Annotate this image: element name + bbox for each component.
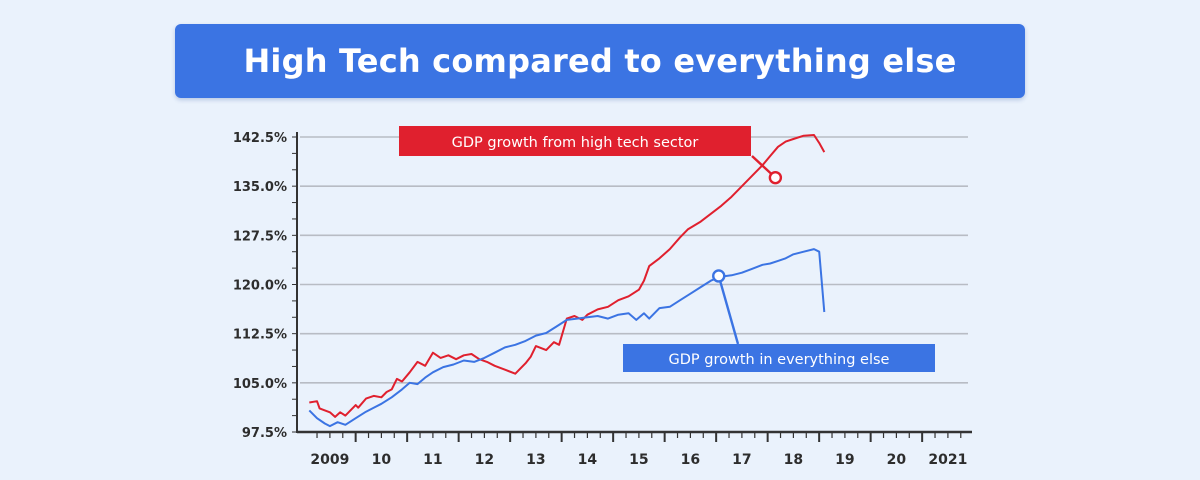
x-tick-label: 2009	[310, 452, 349, 468]
x-tick-label: 12	[475, 452, 494, 468]
callout-box	[623, 344, 935, 372]
y-tick-label: 120.0%	[233, 279, 287, 294]
callout-label: GDP growth in everything else	[669, 352, 890, 368]
callout-label: GDP growth from high tech sector	[452, 135, 699, 151]
callout-leader-line	[717, 275, 740, 345]
y-tick-label: 127.5%	[233, 229, 287, 244]
y-tick-label: 97.5%	[242, 426, 287, 441]
callout-box	[399, 126, 751, 156]
y-tick-label: 105.0%	[233, 377, 287, 392]
x-tick-label: 10	[372, 452, 392, 468]
series-lines	[308, 134, 826, 428]
x-tick-label: 17	[732, 452, 751, 468]
x-tick-label: 13	[526, 452, 545, 468]
everything-else-callout: GDP growth in everything else	[623, 269, 935, 372]
high-tech-series-line	[309, 134, 826, 418]
x-tick-label: 19	[835, 452, 854, 468]
callout-marker	[768, 170, 783, 185]
x-tick-label: 16	[681, 452, 700, 468]
chart-title: High Tech compared to everything else	[243, 42, 957, 80]
title-banner: High Tech compared to everything else	[175, 24, 1025, 98]
x-tick-label: 2021	[928, 452, 967, 468]
y-tick-label: 112.5%	[233, 328, 287, 343]
x-tick-label: 11	[423, 452, 442, 468]
y-tick-label: 142.5%	[233, 131, 287, 146]
x-tick-label: 20	[887, 452, 907, 468]
annotations: GDP growth from high tech sector GDP grow…	[399, 126, 935, 372]
y-tick-label: 135.0%	[233, 180, 287, 195]
high-tech-callout: GDP growth from high tech sector	[399, 126, 783, 185]
everything-else-series-line	[308, 248, 826, 428]
axes: 97.5% 105.0% 112.5% 120.0% 127.5% 135.0% 142.5…	[233, 131, 972, 468]
x-tick-label: 14	[578, 452, 598, 468]
x-tick-label: 18	[784, 452, 803, 468]
callout-marker	[712, 269, 726, 283]
x-tick-label: 15	[629, 452, 648, 468]
